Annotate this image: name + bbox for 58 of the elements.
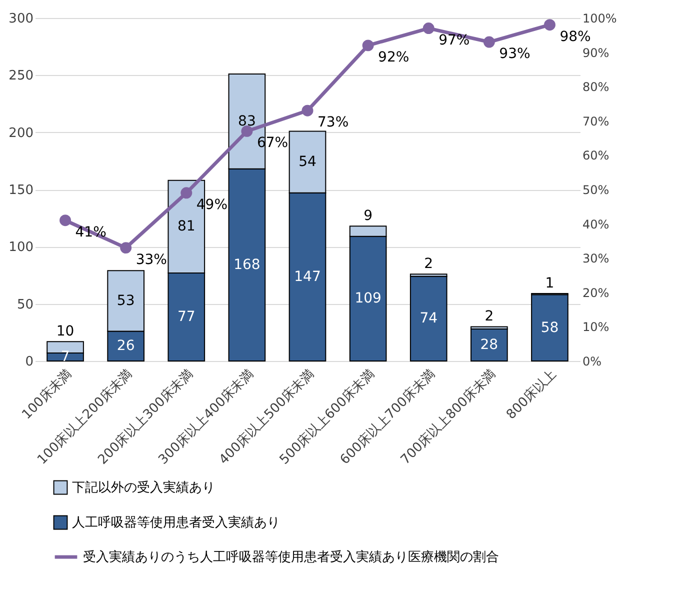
x-tick-label: 800床以上: [504, 366, 560, 423]
y2-tick-label: 20%: [582, 286, 610, 300]
point: [241, 125, 253, 137]
y2-tick-label: 0%: [582, 354, 602, 368]
y2-tick-label: 80%: [582, 80, 610, 94]
data-label: 33%: [136, 252, 167, 268]
data-label: 9: [364, 208, 373, 224]
bar: [410, 276, 448, 362]
data-label: 83: [238, 113, 256, 130]
data-label: 2: [424, 256, 434, 272]
data-label: 147: [294, 268, 321, 285]
y-tick-label: 0: [25, 354, 34, 370]
data-label: 54: [298, 154, 316, 170]
point: [544, 19, 556, 31]
data-label: 109: [354, 290, 382, 307]
data-label: 77: [177, 308, 196, 325]
bar: [470, 328, 508, 362]
data-label: 93%: [499, 46, 530, 62]
point: [483, 36, 495, 48]
point: [180, 187, 192, 199]
legend-label: 受入実績ありのうち人工呼吸器等使用患者受入実績あり医療機関の割合: [83, 549, 499, 565]
data-label: 74: [420, 310, 438, 327]
y2-tick-label: 40%: [582, 217, 610, 232]
data-label: 2: [484, 308, 494, 325]
point: [302, 104, 314, 116]
data-label: 92%: [378, 49, 410, 66]
data-label: 81: [177, 218, 196, 235]
y2-tick-label: 50%: [582, 183, 610, 197]
y2-tick-label: 60%: [582, 148, 610, 163]
data-label: 98%: [560, 28, 591, 45]
y2-tick-label: 100%: [582, 12, 617, 26]
point: [60, 214, 72, 226]
data-label: 73%: [318, 114, 349, 131]
bar: [531, 294, 568, 362]
y-tick-label: 200: [8, 126, 34, 141]
point: [120, 242, 132, 254]
y-tick-label: 100: [8, 240, 34, 256]
legend-label: 下記以外の受入実績あり: [72, 480, 215, 496]
y-tick-label: 150: [8, 183, 34, 198]
data-label: 53: [116, 292, 135, 309]
x-tick-label: 100床未満: [19, 366, 76, 423]
data-label: 58: [540, 320, 559, 336]
data-label: 10: [56, 324, 74, 340]
data-label: 1: [545, 276, 554, 292]
y2-tick-label: 30%: [582, 252, 610, 266]
data-label: 97%: [438, 32, 470, 48]
legend-label: 人工呼吸器等使用患者受入実績あり: [72, 514, 280, 530]
y-tick-label: 300: [8, 12, 34, 26]
point: [362, 40, 374, 52]
y-tick-label: 50: [16, 297, 34, 312]
data-label: 28: [480, 336, 498, 353]
y2-tick-label: 90%: [582, 46, 610, 60]
y2-tick-label: 70%: [582, 114, 610, 128]
point: [422, 22, 434, 34]
y2-tick-label: 10%: [582, 320, 610, 334]
data-label: 26: [116, 338, 135, 354]
y-tick-label: 250: [8, 68, 34, 84]
data-label: 168: [234, 256, 260, 273]
